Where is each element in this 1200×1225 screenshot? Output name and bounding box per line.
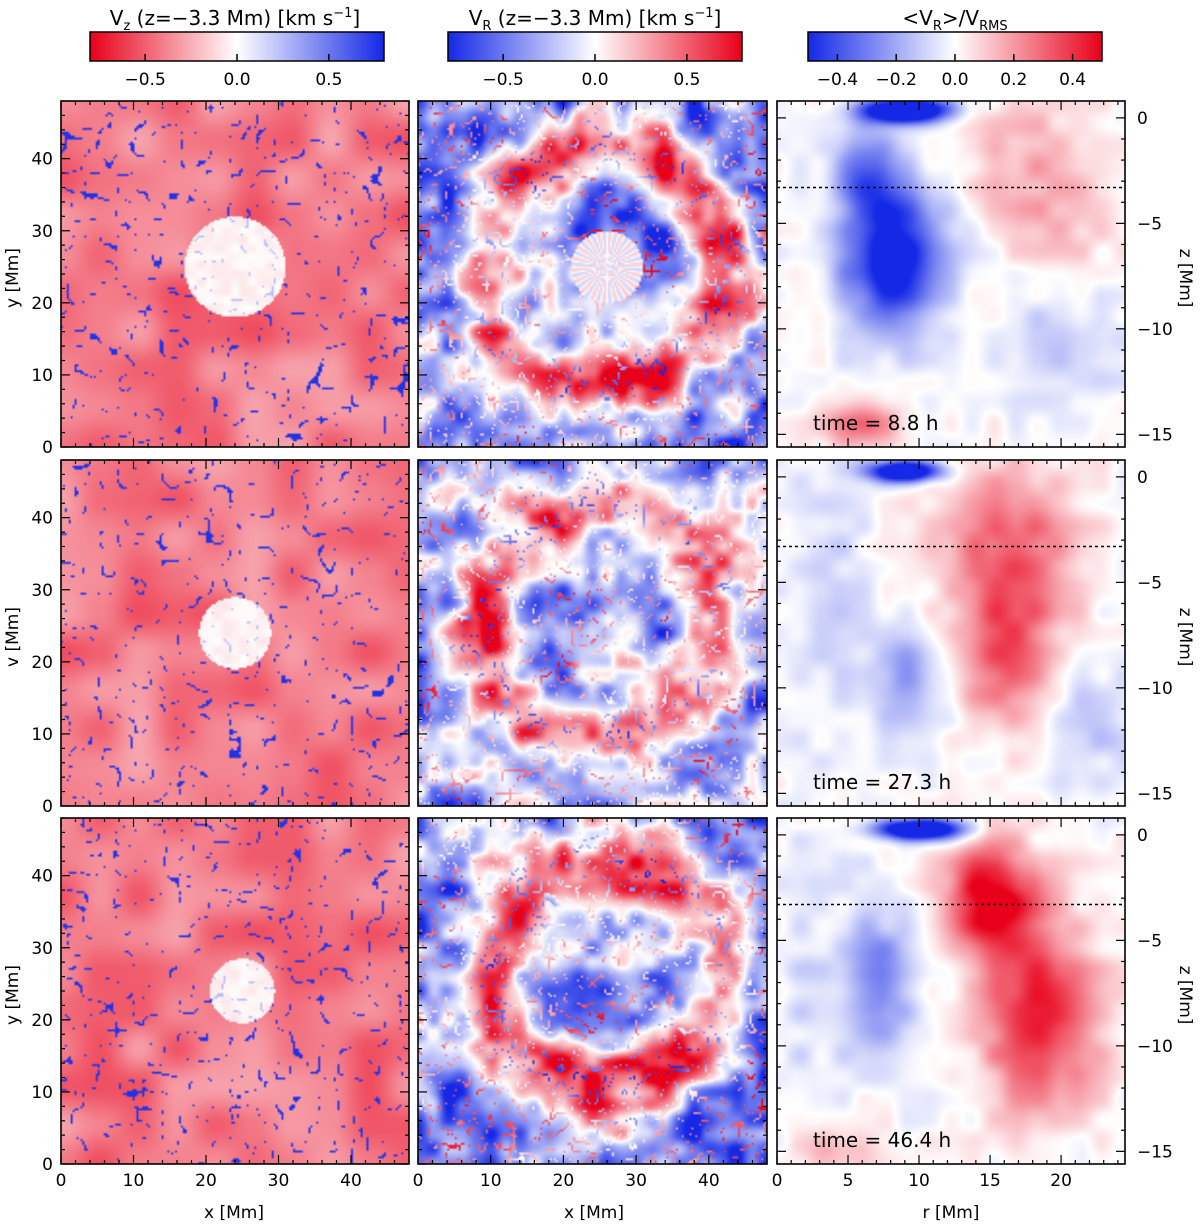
- vr-heatmap-image: [418, 101, 767, 447]
- x-tick-label: 10: [480, 1171, 502, 1191]
- y-tick-label: 30: [31, 222, 53, 242]
- vr-map-row3: 0 10 20 30 40: [413, 817, 768, 1191]
- x-tick-label: 0: [56, 1171, 67, 1191]
- z-axis-label-row1: z [Mm]: [1175, 249, 1195, 308]
- y-tick-label: 10: [31, 725, 53, 745]
- z-tick-label: −10: [1137, 320, 1173, 340]
- y-tick-label: 40: [31, 509, 53, 529]
- x-tick-label: 20: [195, 1171, 217, 1191]
- vr-heatmap-image: [418, 460, 767, 806]
- z-tick-label: −5: [1137, 214, 1162, 234]
- colorbar-ratio-title: <VR>/VRMS: [902, 6, 1007, 34]
- colorbar-tick-label: −0.5: [482, 70, 523, 90]
- colorbar-tick-label: −0.2: [876, 70, 917, 90]
- rz-map-frame: [776, 817, 1126, 1165]
- row-1: 0 10 20 30 40 0 −5 −10 −15 time = 8.8 h: [31, 100, 1173, 458]
- vz-heatmap-image: [61, 818, 409, 1164]
- vz-map-row2: 0 10 20 30 40: [31, 459, 410, 817]
- y-tick-label: 10: [31, 366, 53, 386]
- x-tick-label: 20: [553, 1171, 575, 1191]
- y-tick-label: 0: [42, 1155, 53, 1175]
- x-tick-label: 40: [340, 1171, 362, 1191]
- colorbar-vz-title: Vz (z=−3.3 Mm) [km s−1]: [110, 6, 360, 34]
- rz-heatmap-image: [777, 460, 1125, 806]
- y-tick-label: 0: [42, 797, 53, 817]
- y-tick-label: 30: [31, 939, 53, 959]
- colorbar-tick-label: 0.0: [581, 70, 608, 90]
- vr-heatmap-image: [418, 818, 767, 1164]
- colorbar-tick-label: −0.5: [124, 70, 165, 90]
- z-tick-label: −10: [1137, 1037, 1173, 1057]
- z-axis-label-row3: z [Mm]: [1175, 966, 1195, 1025]
- row-2: 0 10 20 30 40 0 −5 −10 −15 time = 27.3 h: [31, 459, 1173, 817]
- z-tick-label: −5: [1137, 573, 1162, 593]
- vz-heatmap-image: [61, 460, 409, 806]
- rz-map-row2: 0 −5 −10 −15 time = 27.3 h: [776, 459, 1173, 807]
- x-axis-label-left: x [Mm]: [204, 1203, 264, 1223]
- z-tick-label: 0: [1137, 826, 1148, 846]
- y-tick-label: 10: [31, 1083, 53, 1103]
- rz-map-row3: 0 −5 −10 −15 0 5 10 15 20 time = 46.4 h: [772, 817, 1173, 1191]
- colorbar-tick-label: 0.0: [941, 70, 968, 90]
- z-tick-label: −5: [1137, 931, 1162, 951]
- y-tick-label: 20: [31, 294, 53, 314]
- y-tick-label: 0: [42, 438, 53, 458]
- rz-map-frame: [776, 459, 1126, 807]
- vr-map-row2: [417, 459, 768, 807]
- vz-map-row1: 0 10 20 30 40: [31, 100, 410, 458]
- z-tick-label: −10: [1137, 679, 1173, 699]
- vz-heatmap-image: [61, 101, 409, 447]
- time-label: time = 8.8 h: [813, 411, 939, 435]
- r-tick-label: 0: [772, 1171, 783, 1191]
- y-tick-label: 30: [31, 581, 53, 601]
- r-tick-label: 5: [843, 1171, 854, 1191]
- colorbar-tick-label: −0.4: [817, 70, 858, 90]
- x-tick-label: 30: [625, 1171, 647, 1191]
- colorbar-tick-label: 0.2: [1000, 70, 1027, 90]
- r-tick-label: 15: [979, 1171, 1001, 1191]
- y-tick-label: 40: [31, 150, 53, 170]
- rz-heatmap-image: [777, 101, 1125, 447]
- r-axis-label: r [Mm]: [923, 1203, 980, 1223]
- time-label: time = 27.3 h: [813, 770, 951, 794]
- x-tick-label: 40: [698, 1171, 720, 1191]
- rz-map-frame: [776, 100, 1126, 448]
- y-axis-label-row1: y [Mm]: [3, 248, 23, 308]
- rz-map-row1: 0 −5 −10 −15 time = 8.8 h: [776, 100, 1173, 448]
- rz-heatmap-image: [777, 818, 1125, 1164]
- colorbar-vz: Vz (z=−3.3 Mm) [km s−1] −0.5 0.0 0.5: [89, 6, 385, 90]
- z-axis-label-row2: z [Mm]: [1175, 608, 1195, 667]
- z-tick-label: 0: [1137, 468, 1148, 488]
- y-tick-label: 40: [31, 867, 53, 887]
- colorbar-vr: VR (z=−3.3 Mm) [km s−1] −0.5 0.0 0.5: [447, 6, 743, 90]
- colorbar-tick-label: 0.0: [223, 70, 250, 90]
- colorbar-tick-label: 0.5: [315, 70, 342, 90]
- x-tick-label: 30: [268, 1171, 290, 1191]
- y-tick-label: 20: [31, 653, 53, 673]
- x-axis-label-middle: x [Mm]: [564, 1203, 624, 1223]
- z-tick-label: −15: [1137, 784, 1173, 804]
- row-3: 0 10 20 30 40 0 10 20 30 40 0 10 20 30 40 0 −5 −10 −15 0 5 10…: [31, 817, 1173, 1191]
- colorbar-tick-label: 0.4: [1059, 70, 1086, 90]
- y-axis-label-row3: y [Mm]: [3, 965, 23, 1025]
- z-tick-label: 0: [1137, 109, 1148, 129]
- z-tick-label: −15: [1137, 425, 1173, 445]
- z-tick-label: −15: [1137, 1142, 1173, 1162]
- colorbar-vr-title: VR (z=−3.3 Mm) [km s−1]: [469, 6, 722, 34]
- time-label: time = 46.4 h: [813, 1128, 951, 1152]
- x-tick-label: 10: [123, 1171, 145, 1191]
- colorbar-tick-label: 0.5: [673, 70, 700, 90]
- y-tick-label: 20: [31, 1011, 53, 1031]
- vz-map-row3: 0 10 20 30 40 0 10 20 30 40: [31, 817, 410, 1191]
- vr-map-row1: [417, 100, 768, 448]
- colorbar-ratio: <VR>/VRMS −0.4 −0.2 0.0 0.2 0.4: [807, 6, 1103, 90]
- y-axis-label-row2: v [Mm]: [3, 607, 23, 667]
- r-tick-label: 20: [1050, 1171, 1072, 1191]
- r-tick-label: 10: [908, 1171, 930, 1191]
- x-tick-label: 0: [413, 1171, 424, 1191]
